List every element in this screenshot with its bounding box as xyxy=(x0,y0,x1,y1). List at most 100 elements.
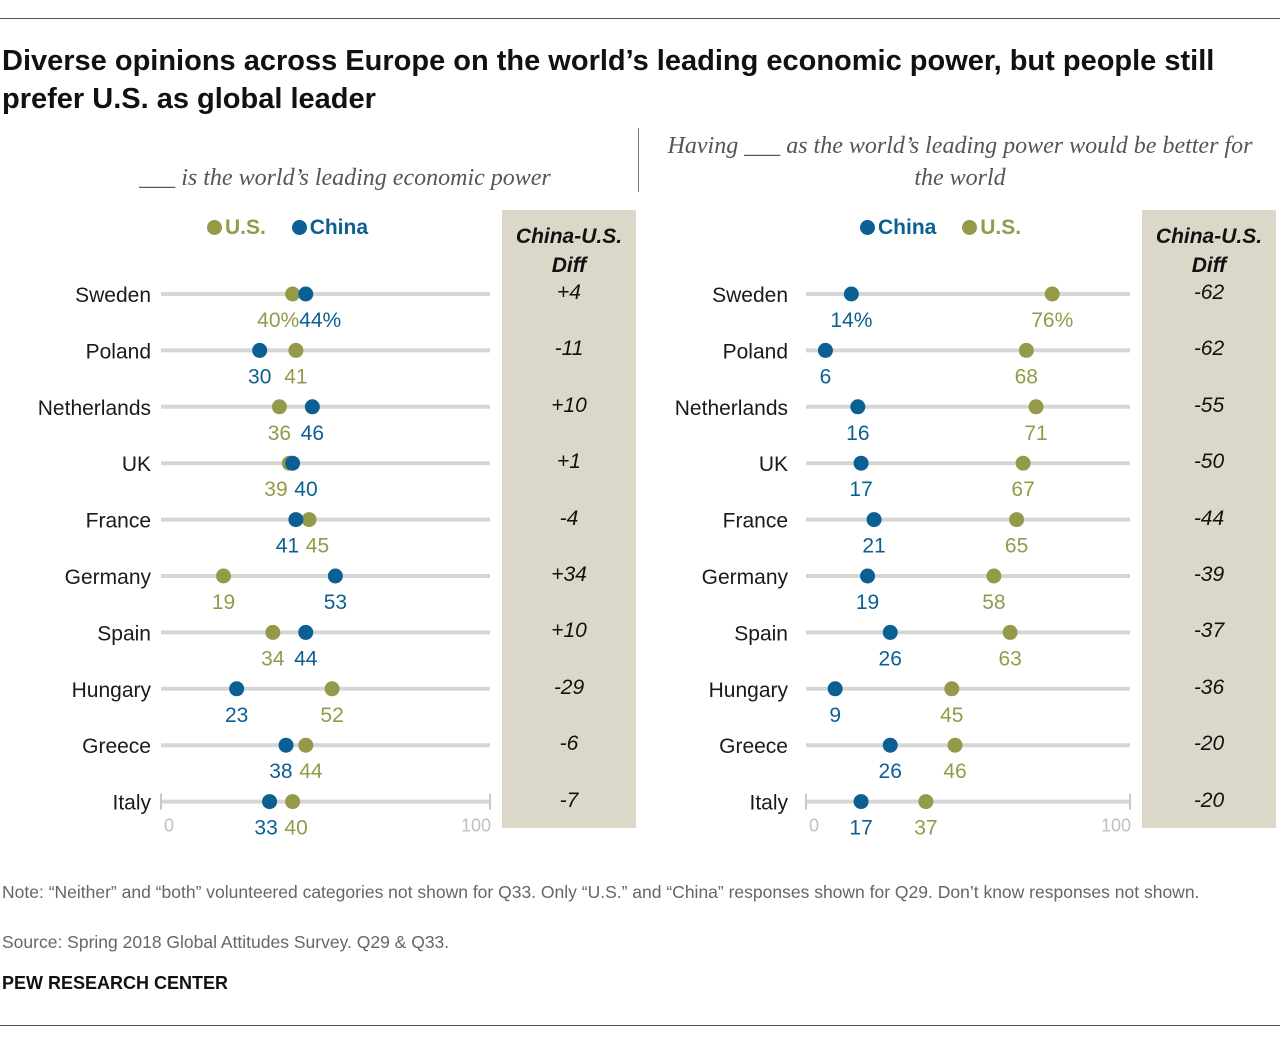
data-label: 53 xyxy=(324,591,347,614)
data-point xyxy=(285,455,301,471)
category-label: Poland xyxy=(86,340,151,363)
data-point xyxy=(285,286,301,302)
data-point xyxy=(298,737,314,753)
category-label: Germany xyxy=(702,566,789,589)
legend-item-china: China xyxy=(860,216,942,239)
data-label: 46 xyxy=(943,760,966,783)
data-point xyxy=(216,568,232,584)
legend-label-us: U.S. xyxy=(225,216,266,239)
category-label: Netherlands xyxy=(675,397,788,420)
data-point xyxy=(324,681,340,697)
data-point xyxy=(252,342,268,358)
data-label: 40 xyxy=(284,817,307,840)
diff-value: +10 xyxy=(551,393,587,417)
category-label: France xyxy=(86,510,151,533)
data-point xyxy=(1015,455,1031,471)
data-label: 52 xyxy=(320,704,343,727)
data-label: 30 xyxy=(248,365,271,388)
legend-dot-china xyxy=(291,220,307,235)
panel-divider xyxy=(638,128,639,192)
data-label: 44% xyxy=(299,309,341,332)
data-label: 41 xyxy=(276,535,299,558)
data-point xyxy=(288,512,304,528)
data-point xyxy=(853,455,869,471)
data-label: 17 xyxy=(849,817,872,840)
data-label: 44 xyxy=(294,647,318,670)
right-diff-column: China-U.S. Diff -62 -62 -55 -50 -44 -39 -37 -36… xyxy=(1142,210,1276,828)
diff-value: +4 xyxy=(557,281,581,304)
data-point xyxy=(298,624,314,640)
data-point xyxy=(918,794,934,810)
category-label: Germany xyxy=(65,566,152,589)
data-point xyxy=(1044,286,1060,302)
legend-dot-china xyxy=(860,220,875,235)
data-label: 14% xyxy=(830,309,872,332)
data-label: 16 xyxy=(846,422,869,445)
data-point xyxy=(850,399,866,415)
diff-value: -36 xyxy=(1193,675,1225,699)
brand-logo-text: PEW RESEARCH CENTER xyxy=(2,973,229,993)
category-label: UK xyxy=(122,453,151,476)
diff-value: +1 xyxy=(557,450,581,474)
data-label: 40% xyxy=(257,309,299,332)
category-label: Hungary xyxy=(709,679,789,702)
category-label: Hungary xyxy=(72,679,152,702)
diff-value: -6 xyxy=(559,732,579,756)
category-label: Sweden xyxy=(712,284,788,307)
data-label: 45 xyxy=(940,704,963,727)
data-label: 45 xyxy=(306,535,329,558)
data-point xyxy=(278,737,294,753)
diff-value: -62 xyxy=(1193,281,1225,304)
left-diff-column: China-U.S. Diff +4 -11 +10 +1 -4 +34 +10 -29 -6 -… xyxy=(502,210,636,828)
data-point xyxy=(288,342,304,358)
data-label: 68 xyxy=(1015,365,1038,388)
diff-value: -50 xyxy=(1193,450,1225,474)
data-point xyxy=(1002,624,1018,640)
diff-value: -4 xyxy=(559,506,579,530)
data-point xyxy=(882,737,898,753)
data-point xyxy=(944,681,960,697)
data-label: 38 xyxy=(269,760,292,783)
data-point xyxy=(229,681,245,697)
data-point xyxy=(271,399,287,415)
data-label: 65 xyxy=(1005,535,1028,558)
data-point xyxy=(866,512,882,528)
legend-label-us: U.S. xyxy=(980,216,1022,239)
category-label: Sweden xyxy=(75,284,151,307)
data-label: 46 xyxy=(301,422,324,445)
data-point xyxy=(327,568,343,584)
data-point xyxy=(947,737,963,753)
data-point xyxy=(986,568,1002,584)
category-label: UK xyxy=(759,453,788,476)
data-point xyxy=(882,624,898,640)
data-point xyxy=(304,399,320,415)
data-label: 63 xyxy=(998,647,1021,670)
data-label: 36 xyxy=(268,422,291,445)
chart-title: Diverse opinions across Europe on the wo… xyxy=(2,45,1215,115)
data-label: 6 xyxy=(820,365,832,388)
top-rule xyxy=(0,18,1280,19)
data-label: 26 xyxy=(879,760,902,783)
data-point xyxy=(817,342,833,358)
legend-item-us: U.S. xyxy=(962,216,1021,239)
category-label: Italy xyxy=(112,792,151,815)
data-point xyxy=(1018,342,1034,358)
diff-value: +34 xyxy=(551,563,587,586)
data-point xyxy=(853,794,869,810)
axis-max-label: 100 xyxy=(1101,816,1131,836)
data-label: 39 xyxy=(264,478,287,501)
data-point xyxy=(1028,399,1044,415)
data-point xyxy=(860,568,876,584)
category-label: Spain xyxy=(734,622,788,645)
axis-min-label: 0 xyxy=(164,816,174,836)
diff-value: -62 xyxy=(1193,337,1225,361)
data-label: 26 xyxy=(879,647,902,670)
data-point xyxy=(265,624,281,640)
source-note: Source: Spring 2018 Global Attitudes Sur… xyxy=(2,932,450,952)
legend-item-china: China xyxy=(291,216,368,239)
right-legend: China U.S. xyxy=(860,216,1021,240)
data-point xyxy=(1009,512,1025,528)
legend-item-us: U.S. xyxy=(207,216,272,239)
data-label: 33 xyxy=(254,817,277,840)
data-label: 40 xyxy=(294,478,317,501)
